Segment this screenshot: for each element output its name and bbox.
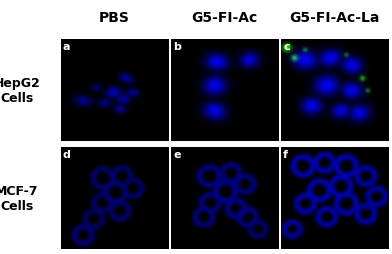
Text: c: c [283,41,290,51]
Text: G5-FI-Ac-La: G5-FI-Ac-La [289,11,380,25]
Text: b: b [173,41,181,51]
Text: PBS: PBS [99,11,130,25]
Text: d: d [63,149,71,159]
Text: MCF-7
Cells: MCF-7 Cells [0,184,39,212]
Text: f: f [283,149,288,159]
Text: HepG2
Cells: HepG2 Cells [0,76,40,104]
Text: G5-FI-Ac: G5-FI-Ac [191,11,258,25]
Text: e: e [173,149,181,159]
Text: a: a [63,41,71,51]
